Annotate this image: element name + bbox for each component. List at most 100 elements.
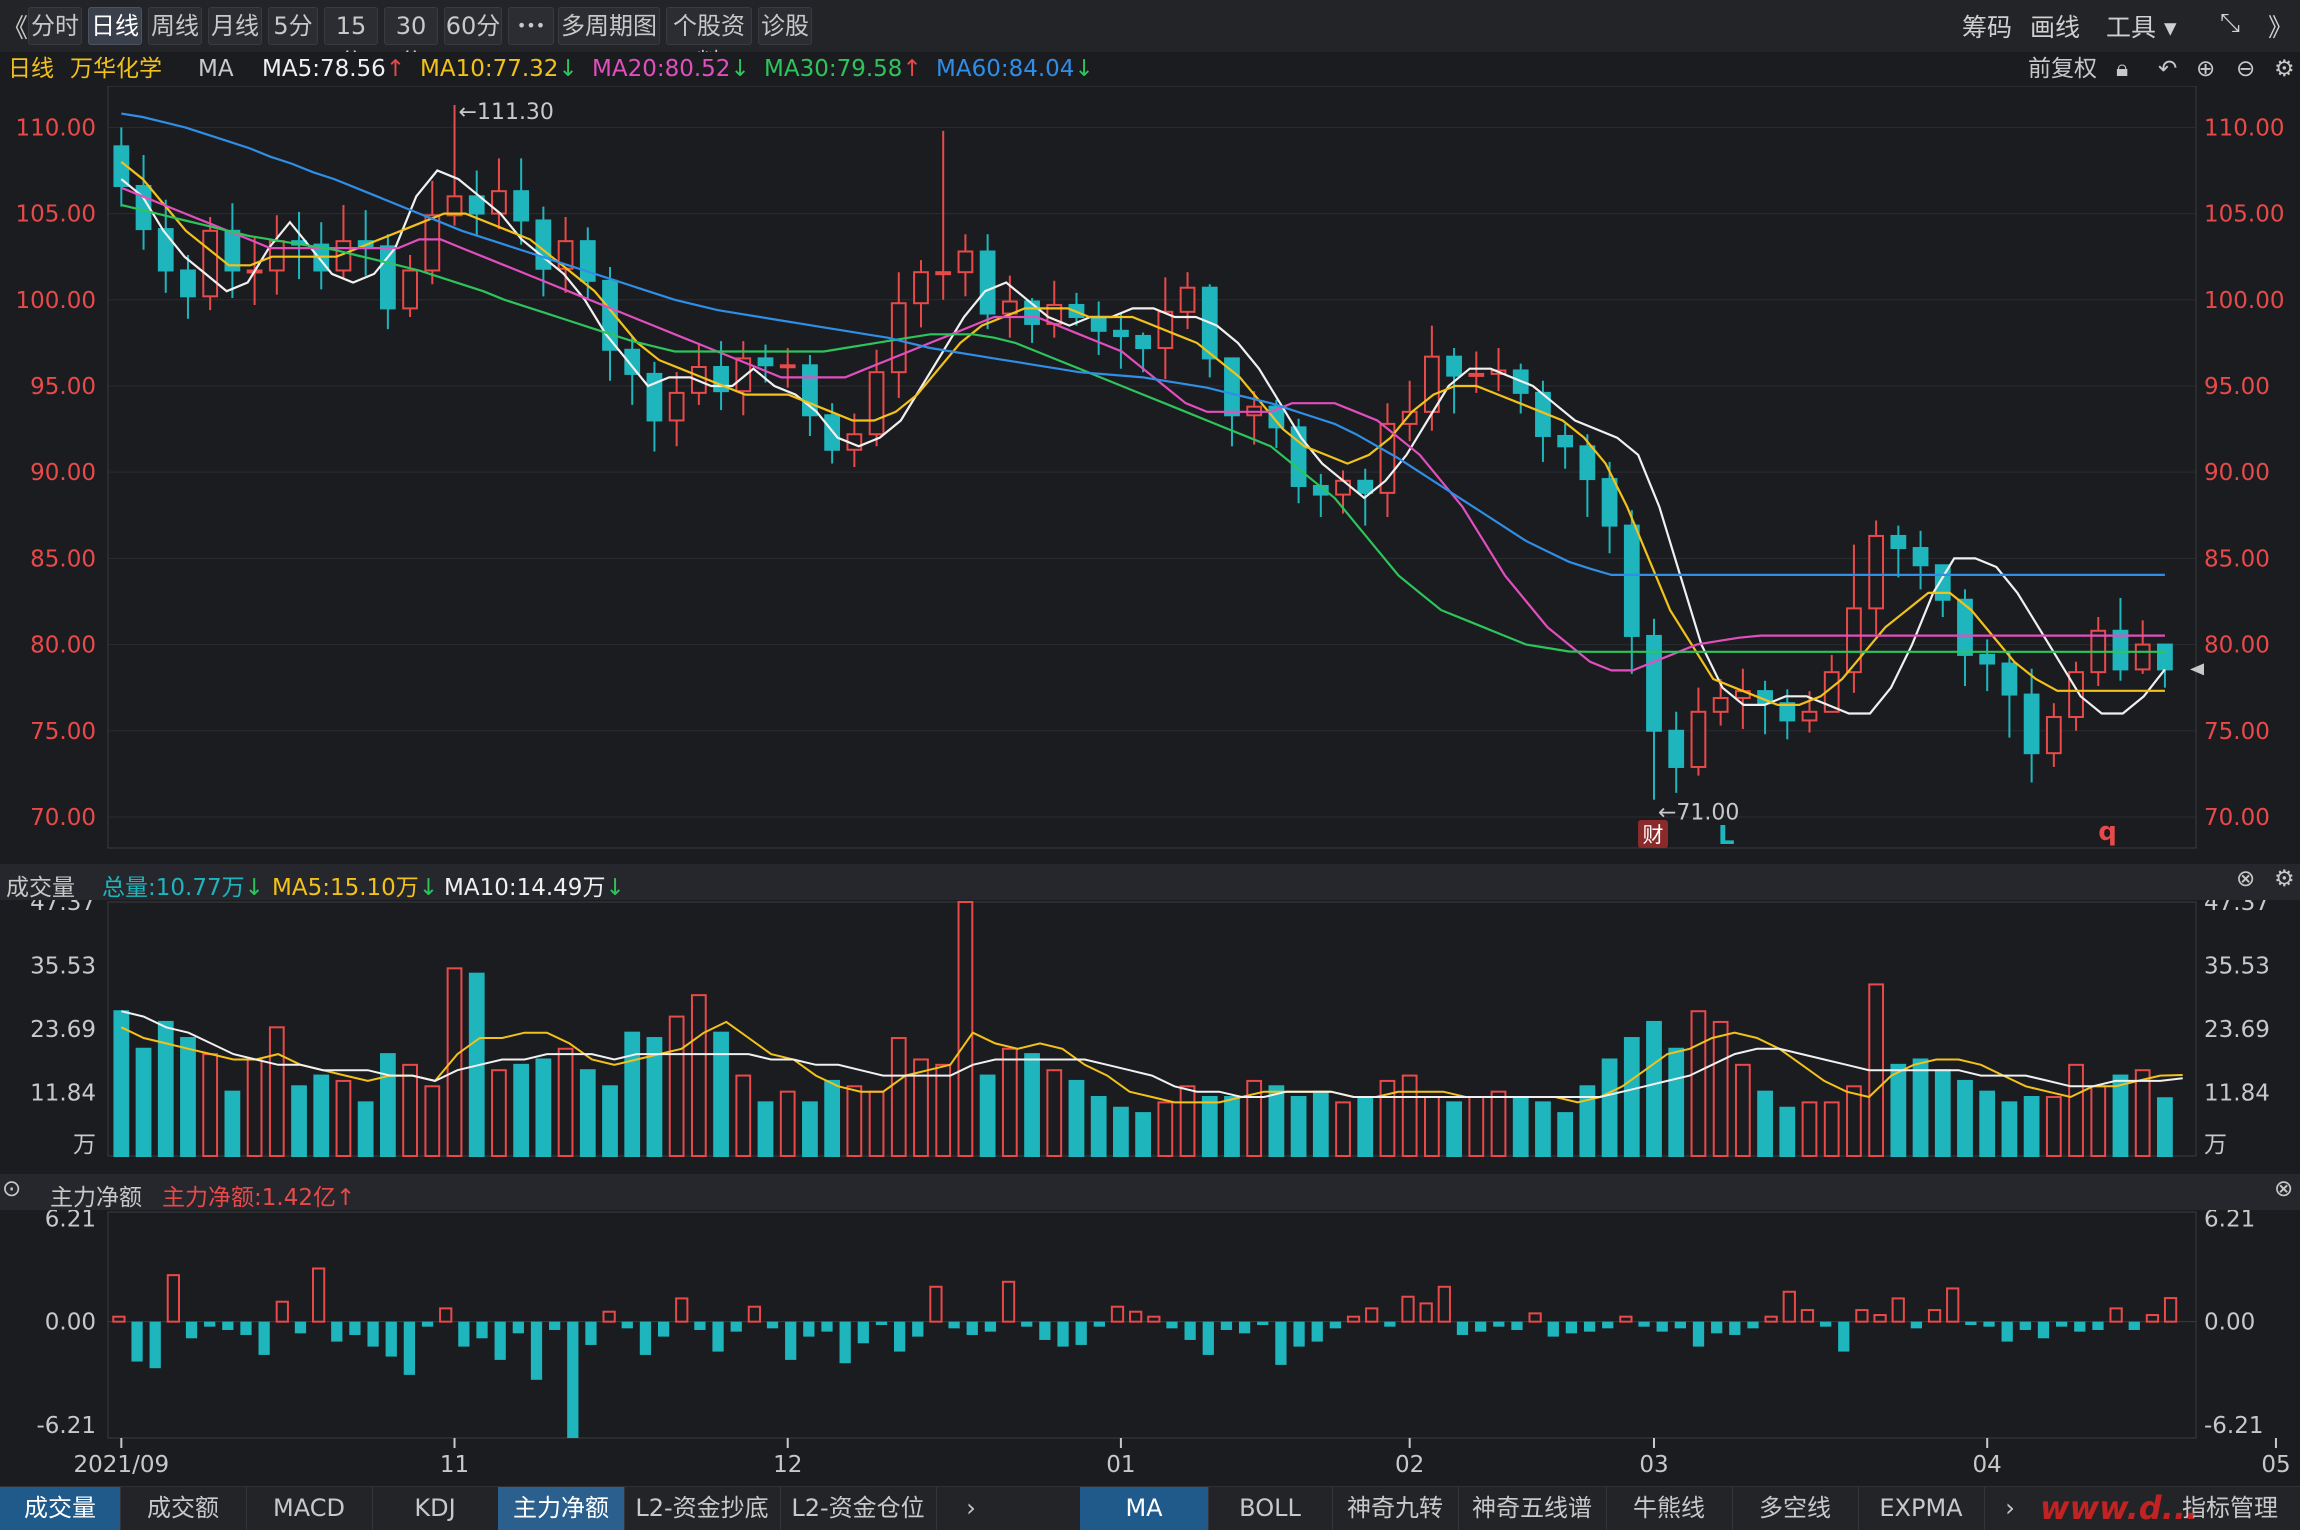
tab-rixian[interactable]: 日线 [88,7,142,45]
flow-bar [1311,1321,1323,1342]
candle-body [2045,715,2062,755]
stock-info-button[interactable]: 个股资料 [666,7,752,76]
collapse-flow-icon[interactable]: ⊙ [2,1176,22,1202]
left-tabs-next-icon[interactable]: › [966,1494,976,1522]
flow-bar [1910,1321,1923,1329]
multi-period-dropdown[interactable]: 多周期图 ▾ [558,7,660,76]
tab-magic-five[interactable]: 神奇五线谱 [1458,1487,1607,1530]
tab-kdj[interactable]: KDJ [372,1487,499,1530]
volume-bar [135,1047,152,1158]
tab-yuexian[interactable]: 月线 [208,7,262,45]
flow-tick-right: 6.21 [2204,1206,2255,1232]
volume-bar [913,1058,929,1157]
collapse-left-icon[interactable]: 《 [2,14,29,44]
price-tick-left: 80.00 [30,633,96,659]
zoom-in-icon[interactable]: ⊕ [2196,56,2216,82]
volume-bar [113,1010,130,1158]
volume-bar [291,1085,307,1158]
volume-bar [357,1101,374,1158]
draw-line-button[interactable]: 画线 [2030,13,2081,42]
flow-bar [1983,1321,1995,1327]
flow-frame [107,1211,2197,1439]
volume-bar [2023,1096,2040,1157]
tools-dropdown[interactable]: 工具 ▾ [2106,13,2177,42]
flow-bar [1656,1321,1668,1332]
signal-mark-l: L [1718,821,1735,851]
flow-bar [747,1305,762,1323]
volume-bar [246,1058,263,1157]
volume-bar [1979,1090,1996,1157]
date-label: 02 [1395,1452,1424,1478]
stock-name[interactable]: 万华化学 [70,56,162,82]
volume-bar [602,1085,618,1158]
tab-fenshi[interactable]: 分时 [28,7,82,45]
candle-body [446,195,463,217]
candle-body [1135,334,1152,350]
volume-bar [1357,1096,1374,1157]
candle-body [935,271,952,276]
volume-bar [1801,1101,1818,1158]
candle-body [957,250,974,274]
finance-badge [1638,820,1669,848]
tab-30min[interactable]: 30分 [384,7,438,76]
tab-l2-bottom[interactable]: L2-资金抄底 [624,1487,781,1530]
flow-bar [912,1321,924,1337]
flow-bar [1873,1314,1887,1323]
tab-60min[interactable]: 60分 [444,7,502,45]
tab-turnover[interactable]: 成交额 [120,1487,247,1530]
tab-macd[interactable]: MACD [246,1487,373,1530]
tab-zhouxian[interactable]: 周线 [148,7,202,45]
flow-bar [166,1274,180,1323]
indicator-manage-button[interactable]: 指标管理 [2182,1494,2278,1522]
volume-settings-icon[interactable]: ⚙ [2274,866,2295,892]
adjust-mode[interactable]: 前复权 [2028,56,2097,82]
flow-panel: 6.21 6.21 0.00 0.00 -6.21 -6.21 [36,1206,2263,1438]
tab-5min[interactable]: 5分 [268,7,318,45]
flow-bar [2128,1321,2140,1330]
flow-panel-title[interactable]: 主力净额 [50,1185,142,1211]
flow-bar [1456,1321,1469,1335]
candle-body [468,195,485,215]
flow-bar [131,1321,143,1362]
flow-bar [694,1321,706,1330]
settings-icon[interactable]: ⚙ [2274,56,2295,82]
right-tabs-next-icon[interactable]: › [2005,1494,2015,1522]
flow-bar [1275,1321,1287,1365]
tab-bull-bear[interactable]: 牛熊线 [1606,1487,1733,1530]
candle-body [979,250,996,315]
close-volume-icon[interactable]: ⊗ [2236,866,2256,892]
volume-bar [424,1085,441,1158]
tab-expma[interactable]: EXPMA [1858,1487,1985,1530]
volume-bar [379,1053,396,1157]
undo-icon[interactable]: ↶ [2158,56,2178,82]
tab-magic-nine[interactable]: 神奇九转 [1332,1487,1459,1530]
volume-bar [668,1015,685,1157]
tab-boll[interactable]: BOLL [1208,1487,1333,1530]
tab-volume[interactable]: 成交量 [0,1487,121,1530]
tab-ma[interactable]: MA [1080,1487,1209,1530]
zoom-out-icon[interactable]: ⊖ [2236,56,2256,82]
volume-unit-right: 万 [2204,1132,2227,1158]
volume-bar [1113,1106,1129,1158]
volume-bar [1290,1096,1307,1157]
volume-bar [1668,1047,1685,1158]
tab-main-flow[interactable]: 主力净额 [498,1487,625,1530]
tab-15min[interactable]: 15分 [324,7,378,76]
flow-bar [1565,1321,1578,1334]
price-tick-right: 80.00 [2204,633,2270,659]
tab-l2-position[interactable]: L2-资金仓位 [780,1487,937,1530]
fullscreen-icon[interactable]: ⤡ [2220,8,2241,37]
tab-long-short[interactable]: 多空线 [1732,1487,1859,1530]
candle-body [1868,534,1885,610]
chip-distribution-button[interactable]: 筹码 [1962,13,2013,42]
flow-bar [1638,1321,1650,1327]
indicator-name[interactable]: MA [198,56,234,82]
close-flow-icon[interactable]: ⊗ [2274,1176,2294,1202]
collapse-right-icon[interactable]: 》 [2268,13,2294,42]
lock-icon[interactable]: 🔒︎ [2116,56,2129,82]
more-button[interactable]: ••• [508,7,554,45]
diagnose-button[interactable]: 诊股 [758,7,812,45]
candle-body [180,269,196,298]
volume-panel-title[interactable]: 成交量 [6,875,75,901]
